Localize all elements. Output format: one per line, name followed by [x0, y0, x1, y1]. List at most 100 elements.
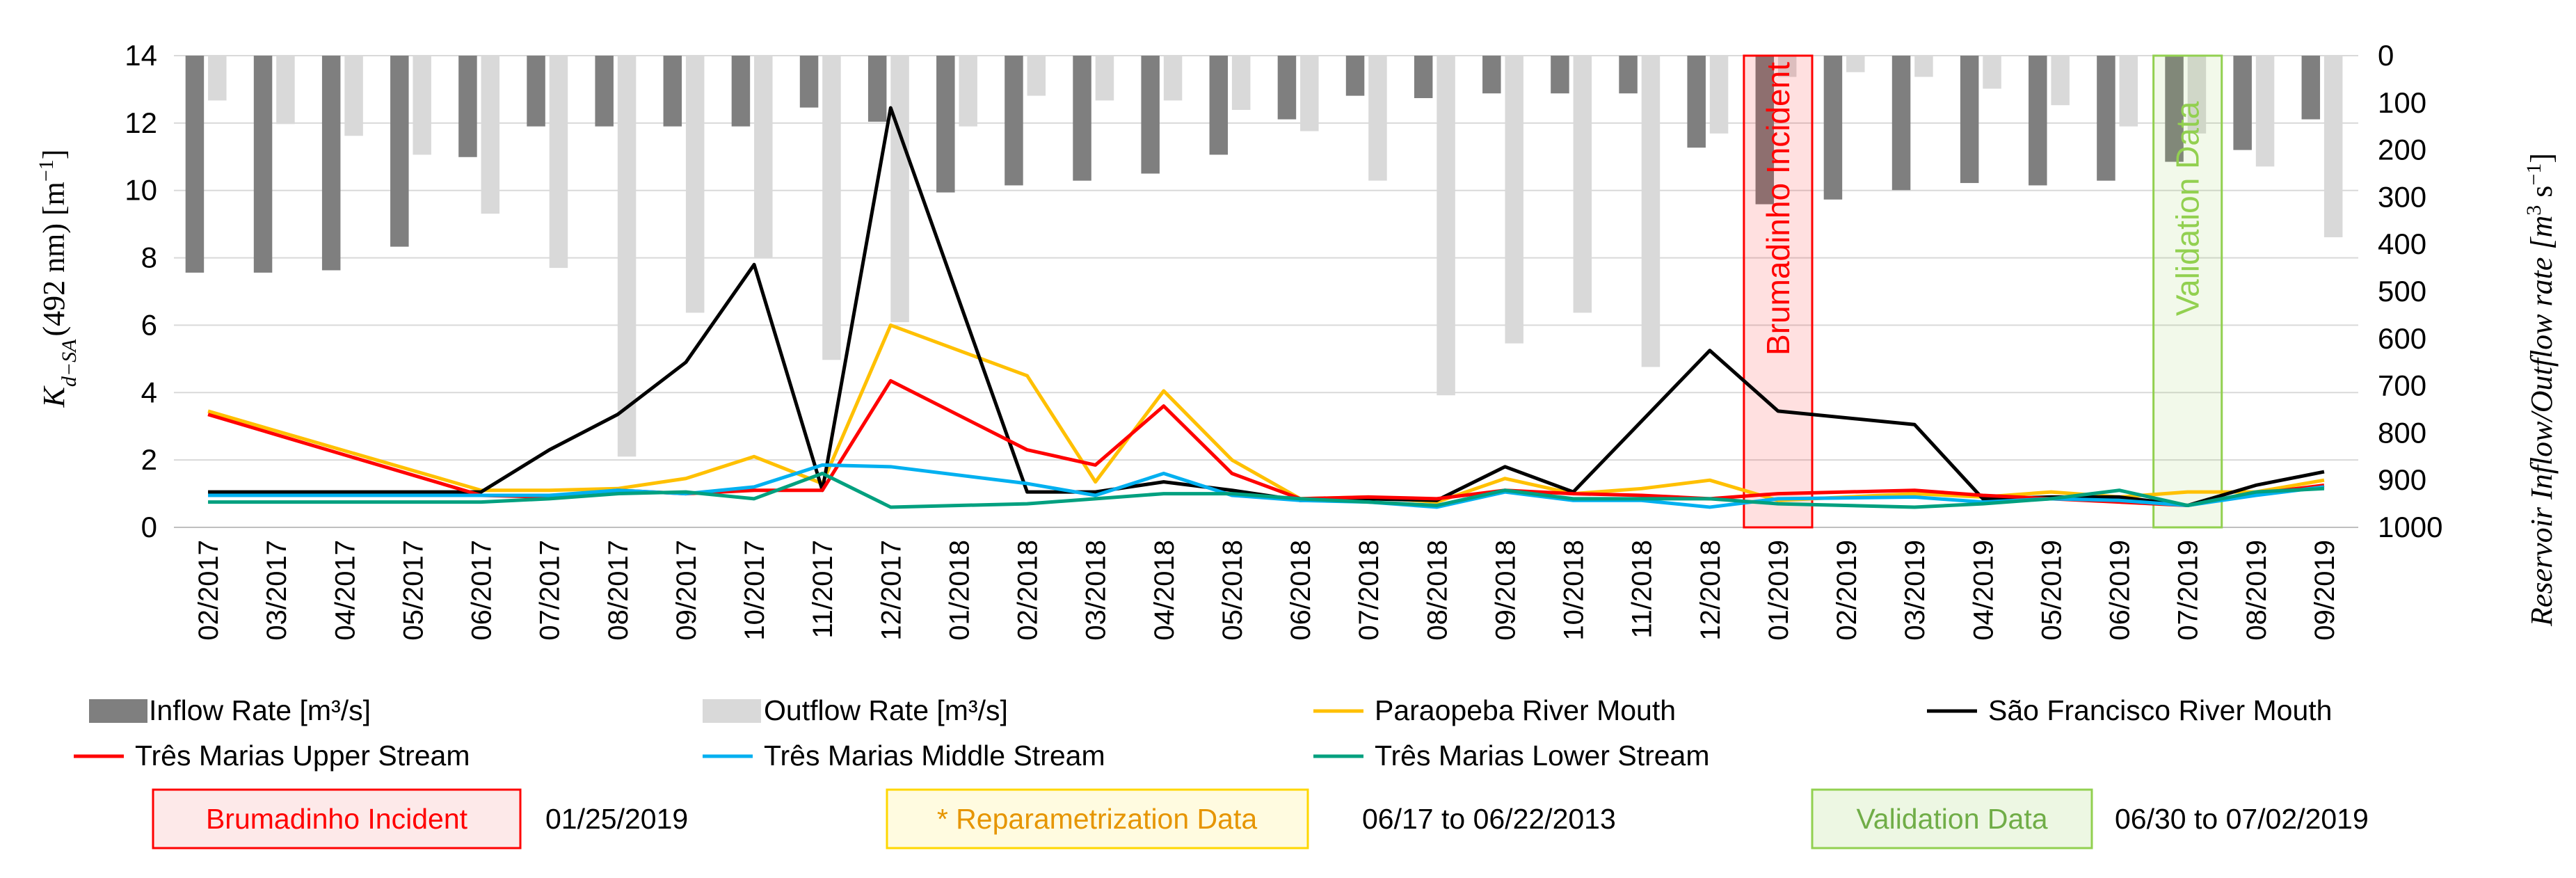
bar-outflow-rate-5	[549, 56, 568, 269]
x-axis-ticks: 02/2017 03/2017 04/2017 05/2017 06/2017 07/20…	[193, 540, 2340, 641]
left-tick-6: 6	[141, 308, 157, 341]
right-tick-0: 0	[2378, 39, 2394, 72]
right-tick-900: 900	[2378, 463, 2426, 496]
line-paraopeba-river-mouth	[207, 323, 2325, 504]
x-tick-15: 05/2018	[1217, 540, 1248, 641]
bar-inflow-rate-24	[1823, 56, 1843, 200]
right-tick-400: 400	[2378, 228, 2426, 260]
bar-inflow-rate-0	[185, 56, 205, 273]
x-tick-24: 02/2019	[1832, 540, 1862, 641]
x-tick-0: 02/2017	[193, 540, 224, 641]
brumadinho-note-label: Brumadinho Incident	[206, 803, 468, 835]
bar-inflow-rate-19	[1482, 56, 1501, 94]
x-tick-7: 09/2017	[671, 540, 702, 641]
bar-inflow-rate-8	[731, 56, 751, 127]
x-tick-5: 07/2017	[535, 540, 566, 641]
bar-inflow-rate-6	[595, 56, 614, 127]
bar-outflow-rate-12	[1027, 56, 1046, 96]
x-tick-4: 06/2017	[467, 540, 497, 641]
left-tick-2: 2	[141, 443, 157, 476]
left-tick-4: 4	[141, 376, 157, 408]
bar-outflow-rate-11	[959, 56, 977, 127]
validation-note-label: Validation Data	[1856, 803, 2047, 835]
bar-inflow-rate-20	[1551, 56, 1569, 94]
x-tick-25: 03/2019	[1900, 540, 1930, 641]
highlight-regions	[1743, 54, 2223, 529]
brumadinho-incident-region-label: Brumadinho Incident	[1760, 62, 1796, 356]
bar-outflow-rate-31	[2323, 56, 2343, 238]
bar-inflow-rate-2	[321, 56, 341, 271]
bar-outflow-rate-23	[1777, 56, 1797, 77]
line-tres-marias-lower-stream	[208, 472, 2325, 509]
bar-outflow-rate-9	[822, 56, 841, 360]
right-tick-700: 700	[2378, 369, 2426, 402]
bar-inflow-rate-18	[1414, 56, 1433, 99]
x-tick-17: 07/2018	[1354, 540, 1384, 641]
bar-outflow-rate-7	[685, 56, 705, 313]
bar-inflow-rate-23	[1755, 56, 1775, 205]
bar-inflow-rate-21	[1619, 56, 1638, 94]
bar-outflow-rate-13	[1095, 56, 1114, 101]
right-tick-500: 500	[2378, 275, 2426, 308]
bar-outflow-rate-4	[481, 56, 500, 214]
legend-label-outflow: Outflow Rate [m³/s]	[764, 694, 1008, 726]
bar-outflow-rate-10	[890, 56, 909, 323]
legend-label-lower: Três Marias Lower Stream	[1375, 740, 1710, 772]
bar-outflow-rate-1	[276, 56, 295, 125]
bar-outflow-rate-3	[413, 56, 431, 155]
bar-inflow-rate-30	[2233, 56, 2252, 150]
x-tick-28: 06/2019	[2105, 540, 2136, 641]
bar-outflow-rate-30	[2255, 56, 2275, 167]
validation-note-date: 06/30 to 07/02/2019	[2115, 803, 2369, 835]
x-tick-6: 08/2017	[603, 540, 634, 641]
bar-inflow-rate-7	[663, 56, 682, 127]
bar-outflow-rate-29	[2187, 56, 2207, 134]
bar-inflow-rate-27	[2029, 56, 2047, 186]
legend: Inflow Rate [m³/s] Outflow Rate [m³/s] P…	[74, 694, 2332, 772]
bar-outflow-rate-6	[617, 56, 637, 457]
x-tick-16: 06/2018	[1286, 540, 1316, 641]
right-tick-800: 800	[2378, 416, 2426, 449]
x-tick-20: 10/2018	[1559, 540, 1590, 641]
x-tick-8: 10/2017	[739, 540, 770, 641]
left-axis-ticks: 0 2 4 6 8 10 12 14	[125, 39, 157, 543]
x-tick-22: 12/2018	[1695, 540, 1726, 641]
legend-label-inflow: Inflow Rate [m³/s]	[149, 694, 371, 726]
x-tick-1: 03/2017	[262, 540, 292, 641]
x-tick-19: 09/2018	[1490, 540, 1521, 641]
x-tick-30: 08/2019	[2241, 540, 2272, 641]
bar-series	[185, 56, 2343, 457]
x-tick-3: 05/2017	[398, 540, 429, 641]
bar-inflow-rate-10	[867, 56, 887, 122]
bar-inflow-rate-25	[1891, 56, 1911, 191]
legend-swatch-outflow	[703, 699, 761, 723]
bar-inflow-rate-11	[936, 56, 955, 193]
bar-outflow-rate-25	[1914, 56, 1933, 77]
notes-row: Brumadinho Incident 01/25/2019 * Reparam…	[152, 788, 2369, 849]
right-axis-title: Reservoir Inflow/Outflow rate [m3 s−1]	[2522, 153, 2559, 627]
x-tick-29: 07/2019	[2173, 540, 2204, 641]
bar-outflow-rate-26	[1983, 56, 2001, 89]
reparam-note-label: * Reparametrization Data	[937, 803, 1258, 835]
x-tick-11: 01/2018	[944, 540, 975, 641]
right-tick-100: 100	[2378, 86, 2426, 119]
brumadinho-note-box	[152, 788, 522, 849]
bar-inflow-rate-5	[527, 56, 545, 127]
legend-label-middle: Três Marias Middle Stream	[764, 740, 1105, 772]
x-tick-31: 09/2019	[2310, 540, 2340, 641]
x-tick-9: 11/2017	[808, 540, 838, 639]
x-tick-18: 08/2018	[1422, 540, 1453, 641]
right-tick-600: 600	[2378, 322, 2426, 355]
x-tick-21: 11/2018	[1627, 540, 1658, 639]
bar-outflow-rate-20	[1573, 56, 1592, 313]
bar-outflow-rate-0	[208, 56, 227, 101]
legend-swatch-inflow	[89, 699, 147, 723]
brumadinho-incident-region	[1743, 54, 1814, 529]
bar-outflow-rate-24	[1846, 56, 1865, 72]
validation-note-box	[1811, 788, 2093, 849]
line-series	[207, 106, 2325, 509]
bar-inflow-rate-4	[458, 56, 477, 157]
bar-inflow-rate-13	[1073, 56, 1091, 181]
left-axis-title: Kd−SA(492 nm) [m−1]	[35, 150, 81, 408]
bar-outflow-rate-19	[1505, 56, 1523, 344]
